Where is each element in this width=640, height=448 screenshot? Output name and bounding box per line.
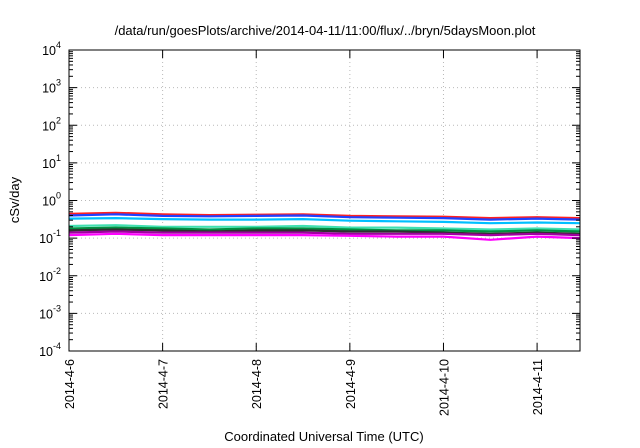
series-line-1 xyxy=(68,211,581,220)
series-line-7 xyxy=(68,230,581,237)
y-tick-label: 10-4 xyxy=(39,341,61,359)
x-tick-label: 2014-4-11 xyxy=(531,359,545,415)
x-axis: 2014-4-6 2014-4-7 2014-4-8 2014-4-9 2014-4-1… xyxy=(63,50,545,416)
series-line-5 xyxy=(68,226,581,233)
x-tick-label: 2014-4-8 xyxy=(250,359,264,409)
x-tick-label: 2014-4-6 xyxy=(63,359,77,409)
y-tick-label: 10-1 xyxy=(39,228,61,246)
y-tick-label: 102 xyxy=(42,115,61,133)
y-tick-label: 10-2 xyxy=(39,266,61,284)
y-axis: 104 103 102 101 100 10-1 10-2 10-3 10-4 xyxy=(39,40,580,359)
y-tick-label: 101 xyxy=(42,153,61,171)
x-tick-label: 2014-4-9 xyxy=(344,359,358,409)
x-tick-label: 2014-4-7 xyxy=(157,359,171,409)
chart-title: /data/run/goesPlots/archive/2014-04-11/1… xyxy=(115,23,536,38)
y-axis-label: cSv/day xyxy=(7,176,22,223)
y-tick-label: 100 xyxy=(42,191,61,209)
series-line-6 xyxy=(68,228,581,235)
series-line-3 xyxy=(68,217,581,225)
y-tick-label: 10-3 xyxy=(39,303,61,321)
series-group xyxy=(68,211,581,241)
series-line-2 xyxy=(68,213,581,221)
y-tick-label: 104 xyxy=(42,40,61,58)
series-line-8 xyxy=(68,232,581,241)
y-tick-label: 103 xyxy=(42,78,61,96)
series-line-4 xyxy=(68,224,581,231)
x-axis-label: Coordinated Universal Time (UTC) xyxy=(224,429,423,444)
x-tick-label: 2014-4-10 xyxy=(437,359,451,416)
grid xyxy=(69,50,580,351)
